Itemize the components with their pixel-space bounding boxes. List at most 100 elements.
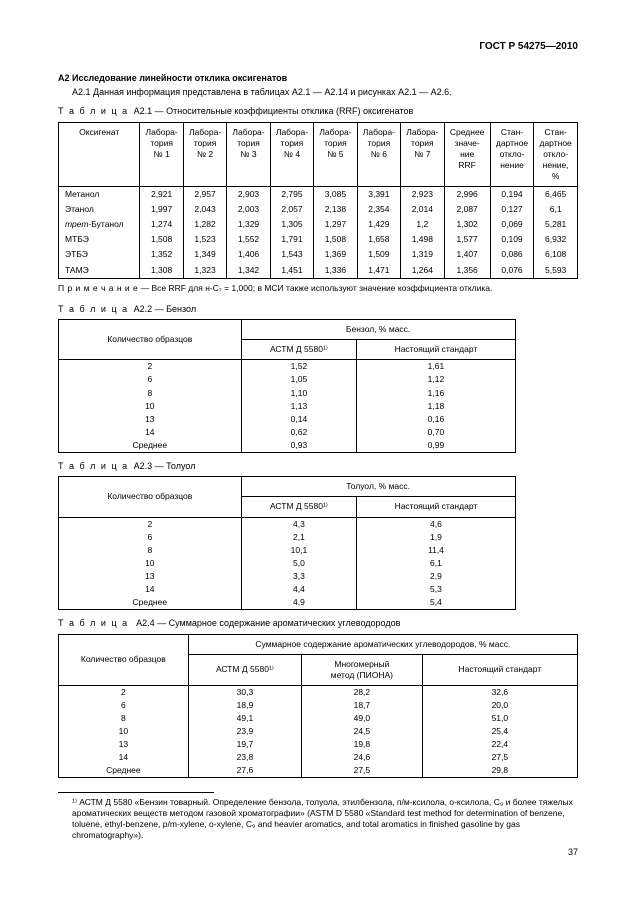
table-cell: 1,302 <box>444 217 490 232</box>
table-cell: 3,391 <box>357 187 400 203</box>
doc-header: ГОСТ Р 54275—2010 <box>58 40 578 53</box>
table-cell: Среднее <box>59 439 242 453</box>
table-cell: 10 <box>59 725 189 738</box>
table-cell: 2,057 <box>270 202 313 217</box>
table-cell: 2,996 <box>444 187 490 203</box>
table2-caption: Т а б л и ц а А2.2 — Бензол <box>58 304 578 316</box>
table-cell: 1,508 <box>314 232 357 247</box>
table-cell: 6 <box>59 531 242 544</box>
table-cell: 6,108 <box>534 247 578 262</box>
table-cell: 1,52 <box>241 360 357 374</box>
table-cell: 5,281 <box>534 217 578 232</box>
table-cell: 2,9 <box>357 570 515 583</box>
table-cell: 2 <box>59 685 189 699</box>
table-a2-4: Количество образцовСуммарное содержание … <box>58 634 578 778</box>
table-cell: 6 <box>59 699 189 712</box>
table-cell: 3,085 <box>314 187 357 203</box>
table-cell: 8 <box>59 544 242 557</box>
table-cell: Среднее <box>59 596 242 610</box>
table-header: Стан-дартноеоткло-нение,% <box>534 123 578 187</box>
page-number: 37 <box>58 847 578 859</box>
table-header: Лабора-тория№ 1 <box>140 123 183 187</box>
table-cell: 10,1 <box>241 544 357 557</box>
table-cell: 8 <box>59 387 242 400</box>
table-cell: 6,932 <box>534 232 578 247</box>
table1-note: П р и м е ч а н и е — Все RRF для н-C₇ =… <box>58 283 578 294</box>
table-cell: 1,10 <box>241 387 357 400</box>
table-cell: 1,577 <box>444 232 490 247</box>
table-cell: 2,138 <box>314 202 357 217</box>
table-cell: 23,9 <box>188 725 301 738</box>
table-cell: 2,014 <box>401 202 444 217</box>
table-cell: 6 <box>59 373 242 386</box>
table-subheader: АСТМ Д 5580¹⁾ <box>188 654 301 685</box>
table-cell: 0,62 <box>241 426 357 439</box>
table-cell: 18,9 <box>188 699 301 712</box>
table-header: Лабора-тория№ 5 <box>314 123 357 187</box>
table-cell: 1,997 <box>140 202 183 217</box>
table-cell: 2 <box>59 360 242 374</box>
table-cell: 2,1 <box>241 531 357 544</box>
table-cell: Этанол <box>59 202 140 217</box>
table-cell: 5,593 <box>534 263 578 279</box>
table-a2-3: Количество образцовТолуол, % масс. АСТМ … <box>58 476 516 609</box>
table-cell: 19,7 <box>188 738 301 751</box>
table-cell: 0,70 <box>357 426 515 439</box>
footnote: ¹⁾ АСТМ Д 5580 «Бензин товарный. Определ… <box>58 797 578 841</box>
table-cell: 22,4 <box>422 738 577 751</box>
table-cell: 14 <box>59 426 242 439</box>
table-cell: 0,076 <box>490 263 534 279</box>
table-cell: 1,16 <box>357 387 515 400</box>
table-cell: 4,6 <box>357 517 515 531</box>
table-cell: 2,003 <box>227 202 270 217</box>
table-header: Лабора-тория№ 7 <box>401 123 444 187</box>
table-cell: 1,297 <box>314 217 357 232</box>
table-cell: 2,903 <box>227 187 270 203</box>
table-cell: 51,0 <box>422 712 577 725</box>
table-subheader: Настоящий стандарт <box>357 340 515 360</box>
table-cell: ЭТБЭ <box>59 247 140 262</box>
table-cell: 1,451 <box>270 263 313 279</box>
table-cell: 49,0 <box>302 712 423 725</box>
table-cell: 1,18 <box>357 400 515 413</box>
table-cell: 30,3 <box>188 685 301 699</box>
table-cell: 24,6 <box>302 751 423 764</box>
table-cell: ТАМЭ <box>59 263 140 279</box>
table-cell: 1,508 <box>140 232 183 247</box>
table-cell: 1,791 <box>270 232 313 247</box>
table4-caption: Т а б л и ц а А2.4 — Суммарное содержани… <box>58 618 578 630</box>
table-cell: 0,99 <box>357 439 515 453</box>
table-cell: 13 <box>59 738 189 751</box>
table-cell: трет-Бутанол <box>59 217 140 232</box>
table-cell: 13 <box>59 570 242 583</box>
table-cell: Среднее <box>59 764 189 778</box>
table-cell: 5,0 <box>241 557 357 570</box>
section-text: А2.1 Данная информация представлена в та… <box>58 87 578 99</box>
table-cell: 1,342 <box>227 263 270 279</box>
table-cell: 0,109 <box>490 232 534 247</box>
table3-caption: Т а б л и ц а А2.3 — Толуол <box>58 461 578 473</box>
table-cell: 2,043 <box>183 202 226 217</box>
table-cell: 13 <box>59 413 242 426</box>
table-cell: 2,957 <box>183 187 226 203</box>
table-cell: 2,354 <box>357 202 400 217</box>
table-cell: 2 <box>59 517 242 531</box>
table-header: Лабора-тория№ 3 <box>227 123 270 187</box>
table-cell: 49,1 <box>188 712 301 725</box>
table-cell: 4,3 <box>241 517 357 531</box>
table-cell: 6,465 <box>534 187 578 203</box>
table-cell: 1,543 <box>270 247 313 262</box>
table-subheader: Многомерныйметод (ПИОНА) <box>302 654 423 685</box>
table-cell: 1,509 <box>357 247 400 262</box>
table-cell: Метанол <box>59 187 140 203</box>
table-cell: 14 <box>59 583 242 596</box>
table-cell: 1,319 <box>401 247 444 262</box>
table-cell: 29,8 <box>422 764 577 778</box>
table-header: Лабора-тория№ 2 <box>183 123 226 187</box>
table-cell: 32,6 <box>422 685 577 699</box>
table-cell: 11,4 <box>357 544 515 557</box>
table-cell: 1,471 <box>357 263 400 279</box>
table-header: Оксигенат <box>59 123 140 187</box>
table-cell: 0,194 <box>490 187 534 203</box>
table-header: Лабора-тория№ 4 <box>270 123 313 187</box>
